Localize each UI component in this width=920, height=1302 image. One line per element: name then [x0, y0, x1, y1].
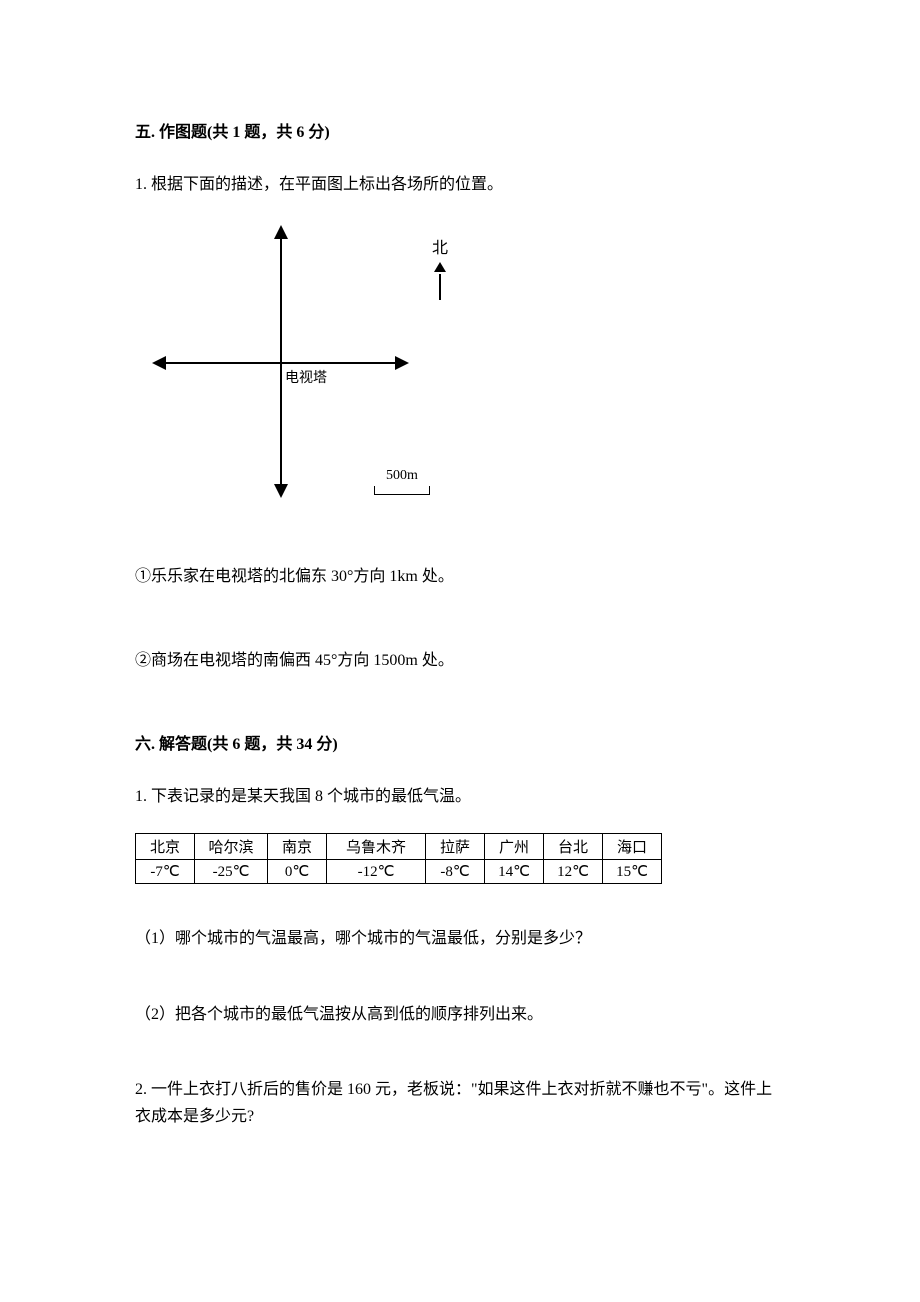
table-cell: 广州: [485, 834, 544, 860]
section6-q1-sub1: （1）哪个城市的气温最高，哪个城市的气温最低，分别是多少？: [135, 924, 785, 948]
compass-diagram: 电视塔 北 500m: [145, 222, 465, 512]
scale-text: 500m: [367, 468, 437, 484]
table-cell: 哈尔滨: [195, 834, 268, 860]
arrow-left-icon: [152, 356, 166, 370]
table-cell: 15℃: [603, 860, 662, 884]
table-cell: 0℃: [268, 860, 327, 884]
section5-q1-stem: 1. 根据下面的描述，在平面图上标出各场所的位置。: [135, 172, 785, 198]
scale-bar-icon: [374, 486, 430, 495]
page: 五. 作图题(共 1 题，共 6 分) 1. 根据下面的描述，在平面图上标出各场…: [0, 0, 920, 1302]
table-row: 北京 哈尔滨 南京 乌鲁木齐 拉萨 广州 台北 海口: [136, 834, 662, 860]
table-cell: -25℃: [195, 860, 268, 884]
center-label: 电视塔: [285, 367, 327, 387]
table-cell: -12℃: [327, 860, 426, 884]
table-cell: 14℃: [485, 860, 544, 884]
table-cell: 乌鲁木齐: [327, 834, 426, 860]
table-cell: -8℃: [426, 860, 485, 884]
horizontal-axis: [160, 362, 400, 364]
table-cell: 海口: [603, 834, 662, 860]
table-cell: 南京: [268, 834, 327, 860]
north-arrow-icon: [434, 262, 446, 272]
arrow-down-icon: [274, 484, 288, 498]
section6-q1-sub2: （2）把各个城市的最低气温按从高到低的顺序排列出来。: [135, 1000, 785, 1024]
table-cell: 12℃: [544, 860, 603, 884]
north-indicator: 北: [425, 234, 455, 300]
temperature-table: 北京 哈尔滨 南京 乌鲁木齐 拉萨 广州 台北 海口 -7℃ -25℃ 0℃ -…: [135, 833, 662, 884]
section5-sub1: ①乐乐家在电视塔的北偏东 30°方向 1km 处。: [135, 562, 785, 586]
table-cell: 拉萨: [426, 834, 485, 860]
section6-q1-stem: 1. 下表记录的是某天我国 8 个城市的最低气温。: [135, 784, 785, 810]
table-row: -7℃ -25℃ 0℃ -12℃ -8℃ 14℃ 12℃ 15℃: [136, 860, 662, 884]
arrow-right-icon: [395, 356, 409, 370]
section6-title: 六. 解答题(共 6 题，共 34 分): [135, 730, 785, 754]
section6-q2: 2. 一件上衣打八折后的售价是 160 元，老板说："如果这件上衣对折就不赚也不…: [135, 1076, 785, 1130]
table-cell: 台北: [544, 834, 603, 860]
scale-indicator: 500m: [367, 468, 437, 495]
table-cell: -7℃: [136, 860, 195, 884]
section5-sub2: ②商场在电视塔的南偏西 45°方向 1500m 处。: [135, 646, 785, 670]
north-char: 北: [425, 234, 455, 258]
north-arrow-stem: [439, 274, 441, 300]
arrow-up-icon: [274, 225, 288, 239]
table-cell: 北京: [136, 834, 195, 860]
section5-title: 五. 作图题(共 1 题，共 6 分): [135, 118, 785, 142]
